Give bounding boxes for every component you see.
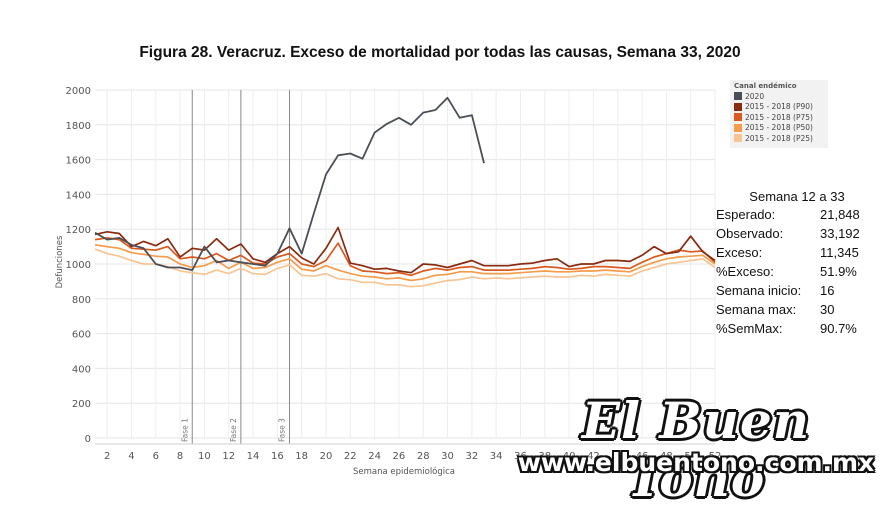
stat-value: 11,345 <box>820 245 859 260</box>
stat-label: Observado: <box>716 226 784 241</box>
y-tick-label: 1600 <box>66 156 91 167</box>
stat-value: 16 <box>820 283 835 298</box>
stat-value: 90.7% <box>820 321 857 336</box>
phase-label: Fase 3 <box>278 418 287 442</box>
y-tick-label: 1800 <box>66 121 91 132</box>
x-tick-label: 40 <box>563 451 576 462</box>
x-tick-label: 28 <box>417 451 430 462</box>
x-tick-label: 32 <box>465 451 478 462</box>
legend-item: 2020 <box>734 91 824 102</box>
x-tick-label: 12 <box>222 451 235 462</box>
series-line-0 <box>94 248 716 288</box>
x-tick-label: 46 <box>636 451 649 462</box>
stat-label: Esperado: <box>716 207 776 222</box>
stat-value: 51.9% <box>820 264 857 279</box>
y-tick-label: 1200 <box>66 225 91 236</box>
legend-swatch <box>734 102 742 111</box>
x-tick-label: 44 <box>611 451 624 462</box>
x-tick-label: 22 <box>344 451 357 462</box>
legend-swatch <box>734 134 742 143</box>
legend: Canal endémico 2020 2015 - 2018 (P90) 2015… <box>730 80 828 148</box>
watermark-url: www.elbuentono.com.mx <box>517 448 875 477</box>
stat-row: Semana max: 30 <box>716 302 878 321</box>
legend-swatch <box>734 113 742 122</box>
stat-row: Observado: 33,192 <box>716 226 878 245</box>
x-tick-label: 14 <box>247 451 260 462</box>
x-tick-label: 34 <box>490 451 503 462</box>
x-tick-label: 30 <box>441 451 454 462</box>
stat-label: %Exceso: <box>716 264 774 279</box>
y-axis-label: Defunciones <box>55 235 65 288</box>
x-axis-label: Semana epidemiológica <box>353 466 455 477</box>
stat-label: Exceso: <box>716 245 763 260</box>
x-tick-label: 16 <box>271 451 284 462</box>
legend-label: 2020 <box>745 91 765 101</box>
stat-value: 33,192 <box>820 226 860 241</box>
y-tick-label: 800 <box>72 295 91 306</box>
x-tick-label: 36 <box>514 451 527 462</box>
phase-label: Fase 2 <box>229 418 238 442</box>
legend-label: 2015 - 2018 (P25) <box>745 133 813 143</box>
stat-row: %Exceso: 51.9% <box>716 264 878 283</box>
chart-title: Figura 28. Veracruz. Exceso de mortalida… <box>139 44 741 61</box>
stat-row: Semana inicio: 16 <box>716 283 878 302</box>
chart-grid <box>95 89 716 439</box>
x-tick-label: 24 <box>368 451 381 462</box>
x-tick-label: 50 <box>684 451 697 462</box>
legend-item: 2015 - 2018 (P25) <box>734 133 824 144</box>
y-tick-label: 400 <box>72 364 91 375</box>
series-line-3 <box>94 226 716 274</box>
y-tick-label: 1400 <box>66 190 91 201</box>
x-tick-label: 26 <box>393 451 406 462</box>
x-tick-label: 48 <box>660 451 673 462</box>
stats-title: Semana 12 a 33 <box>749 189 845 204</box>
stat-value: 30 <box>820 302 835 317</box>
y-tick-label: 1000 <box>66 260 91 271</box>
stat-label: Semana max: <box>716 302 797 317</box>
x-tick-label: 10 <box>198 451 211 462</box>
stat-value: 21,848 <box>820 207 860 222</box>
x-tick-label: 2 <box>104 451 110 462</box>
x-tick-label: 42 <box>587 451 600 462</box>
legend-label: 2015 - 2018 (P75) <box>745 112 813 122</box>
stat-row: Esperado: 21,848 <box>716 207 878 226</box>
mortality-line-chart: Fase 1 Fase 2 Fase 3 0 200 400 600 800 1000 1200… <box>55 86 722 477</box>
stat-row: Exceso: 11,345 <box>716 245 878 264</box>
watermark: El Buen Tono www.elbuentono.com.mx <box>515 392 877 508</box>
legend-item: 2015 - 2018 (P50) <box>734 123 824 134</box>
series-line-4 <box>94 96 485 272</box>
legend-label: 2015 - 2018 (P50) <box>745 123 813 133</box>
series-lines <box>94 96 716 288</box>
x-tick-label: 20 <box>320 451 333 462</box>
legend-title: Canal endémico <box>734 82 797 90</box>
stat-label: %SemMax: <box>716 321 783 336</box>
x-tick-label: 6 <box>153 451 159 462</box>
x-tick-label: 52 <box>709 451 722 462</box>
y-tick-label: 0 <box>85 434 91 445</box>
y-tick-label: 200 <box>72 399 91 410</box>
y-tick-label: 600 <box>72 330 91 341</box>
x-tick-label: 18 <box>295 451 308 462</box>
legend-item: 2015 - 2018 (P75) <box>734 112 824 123</box>
stat-label: Semana inicio: <box>716 283 802 298</box>
series-line-1 <box>94 244 716 282</box>
y-tick-label: 2000 <box>66 86 91 97</box>
x-tick-label: 38 <box>538 451 551 462</box>
legend-label: 2015 - 2018 (P90) <box>745 102 813 112</box>
phase-label: Fase 1 <box>180 418 189 442</box>
legend-item: 2015 - 2018 (P90) <box>734 102 824 113</box>
x-tick-label: 4 <box>128 451 134 462</box>
x-tick-label: 8 <box>177 451 183 462</box>
legend-swatch <box>734 92 742 101</box>
stats-panel: Semana 12 a 33 Esperado: 21,848 Observado:… <box>716 189 878 340</box>
legend-swatch <box>734 123 742 132</box>
stat-row: %SemMax: 90.7% <box>716 321 878 340</box>
